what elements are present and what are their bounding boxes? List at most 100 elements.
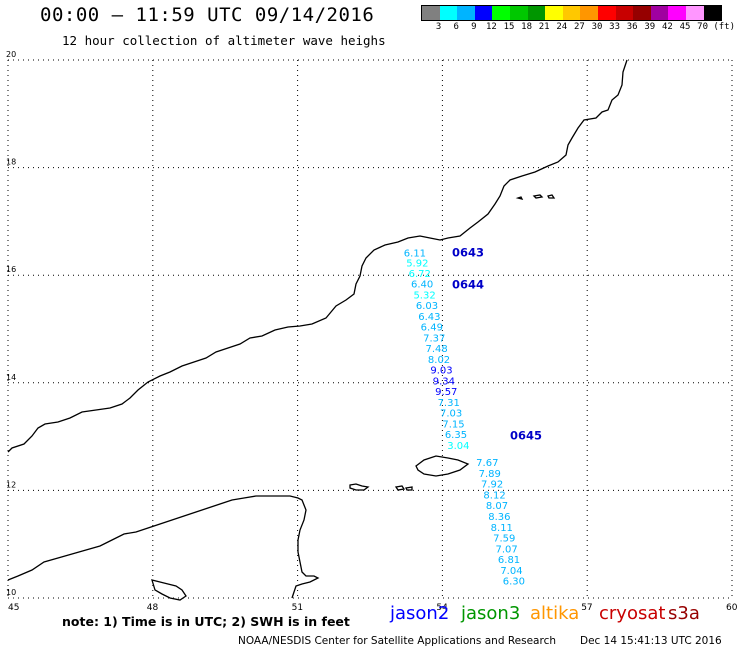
- legend-swatch: [492, 6, 510, 20]
- swh-value: 9.03: [430, 366, 452, 377]
- legend-label: 6: [453, 22, 459, 32]
- swh-value: 6.49: [421, 323, 443, 334]
- coastline-africa: [7, 495, 320, 599]
- legend-swatch: [615, 6, 634, 20]
- legend-label: 9: [471, 22, 477, 32]
- swh-value: 7.67: [476, 458, 498, 469]
- satellite-label-cryosat: cryosat: [599, 603, 666, 624]
- legend-swatch: [597, 6, 616, 20]
- legend-swatch: [527, 6, 546, 20]
- swh-value: 8.36: [488, 512, 510, 523]
- legend-swatch: [633, 6, 651, 20]
- legend-label: 27: [573, 22, 585, 32]
- legend-swatch: [580, 6, 598, 20]
- coastline-arabia: [7, 59, 628, 453]
- lat-tick-label: 14: [6, 373, 16, 382]
- swh-value: 6.81: [498, 555, 520, 566]
- legend-label: 33: [609, 22, 621, 32]
- footer-note: note: 1) Time is in UTC; 2) SWH is in fe…: [62, 614, 350, 629]
- island-small-1: [394, 485, 406, 491]
- legend-label: 21: [538, 22, 550, 32]
- swh-value: 7.89: [479, 469, 501, 480]
- lat-tick-label: 18: [6, 158, 16, 167]
- legend-swatch: [650, 6, 669, 20]
- satellite-label-s3a: s3a: [668, 603, 700, 624]
- track-time-label: 0645: [510, 428, 542, 442]
- swh-value: 6.40: [411, 280, 433, 291]
- coastline: [7, 59, 628, 601]
- swh-value: 7.59: [493, 534, 515, 545]
- swh-value: 7.37: [423, 333, 445, 344]
- lon-tick-label: 45: [8, 603, 19, 613]
- legend-label: 3: [435, 22, 442, 32]
- lat-lon-grid: 45 48 51 54 57 60 10 12 14 16 18 20: [6, 8, 738, 613]
- island-small-2: [405, 486, 413, 491]
- swh-value: 9.34: [433, 376, 455, 387]
- legend-swatch: [474, 6, 493, 20]
- track-time-label: 0644: [452, 278, 484, 292]
- legend-label: 18: [521, 22, 533, 32]
- lat-tick-label: 10: [6, 588, 16, 597]
- lat-tick-label: 16: [6, 265, 16, 274]
- wave-height-color-legend: [421, 5, 723, 21]
- swh-value: 7.15: [442, 419, 464, 430]
- lon-tick-label: 51: [292, 603, 303, 613]
- swh-value: 6.30: [503, 577, 525, 588]
- lon-tick-label: 54: [436, 603, 448, 613]
- swh-value: 6.35: [445, 430, 467, 441]
- swh-value: 7.03: [440, 409, 462, 420]
- map-subtitle: 12 hour collection of altimeter wave hei…: [62, 33, 386, 48]
- legend-swatch: [668, 6, 686, 20]
- map-title: 00:00 – 11:59 UTC 09/14/2016: [40, 4, 375, 26]
- islands-kuria-muria: [515, 194, 556, 200]
- swh-value: 5.92: [406, 259, 428, 270]
- legend-label: 36: [626, 22, 638, 32]
- swh-value: 6.03: [416, 301, 438, 312]
- satellite-label-jason3: jason3: [461, 603, 521, 624]
- satellite-label-altika: altika: [530, 603, 580, 624]
- swh-value: 6.11: [404, 248, 426, 259]
- track-time-label: 0643: [452, 245, 484, 259]
- swh-value: 8.02: [428, 355, 450, 366]
- legend-swatch: [545, 6, 563, 20]
- swh-value: 8.11: [491, 523, 513, 534]
- swh-value: 9.57: [435, 387, 457, 398]
- legend-label: 70: [697, 22, 709, 32]
- creation-datetime: Dec 14 15:41:13 UTC 2016: [580, 635, 722, 647]
- lon-tick-label: 57: [581, 603, 592, 613]
- legend-label: 39: [644, 22, 656, 32]
- island-socotra: [415, 455, 470, 477]
- satellite-label-jason2: jason2: [390, 603, 450, 624]
- swh-value: 5.32: [413, 290, 435, 301]
- island-abd-al-kuri: [349, 483, 370, 491]
- map-frame: [8, 8, 732, 598]
- legend-label: 24: [556, 22, 568, 32]
- lat-tick-label: 12: [6, 480, 16, 489]
- legend-label: 12: [485, 22, 497, 32]
- legend-label: (ft): [713, 22, 736, 32]
- swh-value: 7.92: [481, 480, 503, 491]
- swh-value: 6.43: [418, 312, 440, 323]
- swh-value: 7.31: [438, 398, 460, 409]
- legend-swatch: [685, 6, 704, 20]
- satellite-track: 6.115.926.726.405.326.036.436.497.377.48…: [404, 245, 542, 587]
- legend-label: 15: [503, 22, 515, 32]
- swh-value: 7.48: [426, 344, 448, 355]
- legend-swatch: [457, 6, 475, 20]
- swh-value: 7.07: [495, 544, 517, 555]
- lon-tick-label: 48: [147, 603, 159, 613]
- swh-value: 7.04: [500, 566, 522, 577]
- credit-text: NOAA/NESDIS Center for Satellite Applica…: [238, 635, 556, 647]
- legend-label: 42: [661, 22, 673, 32]
- legend-swatch: [562, 6, 581, 20]
- lat-tick-label: 20: [6, 50, 16, 59]
- swh-value: 8.12: [483, 490, 505, 501]
- legend-swatch: [703, 6, 722, 20]
- legend-swatch: [509, 6, 528, 20]
- lon-tick-label: 60: [726, 603, 738, 613]
- legend-swatch: [439, 6, 458, 20]
- legend-label: 30: [591, 22, 603, 32]
- swh-value: 6.72: [409, 269, 431, 280]
